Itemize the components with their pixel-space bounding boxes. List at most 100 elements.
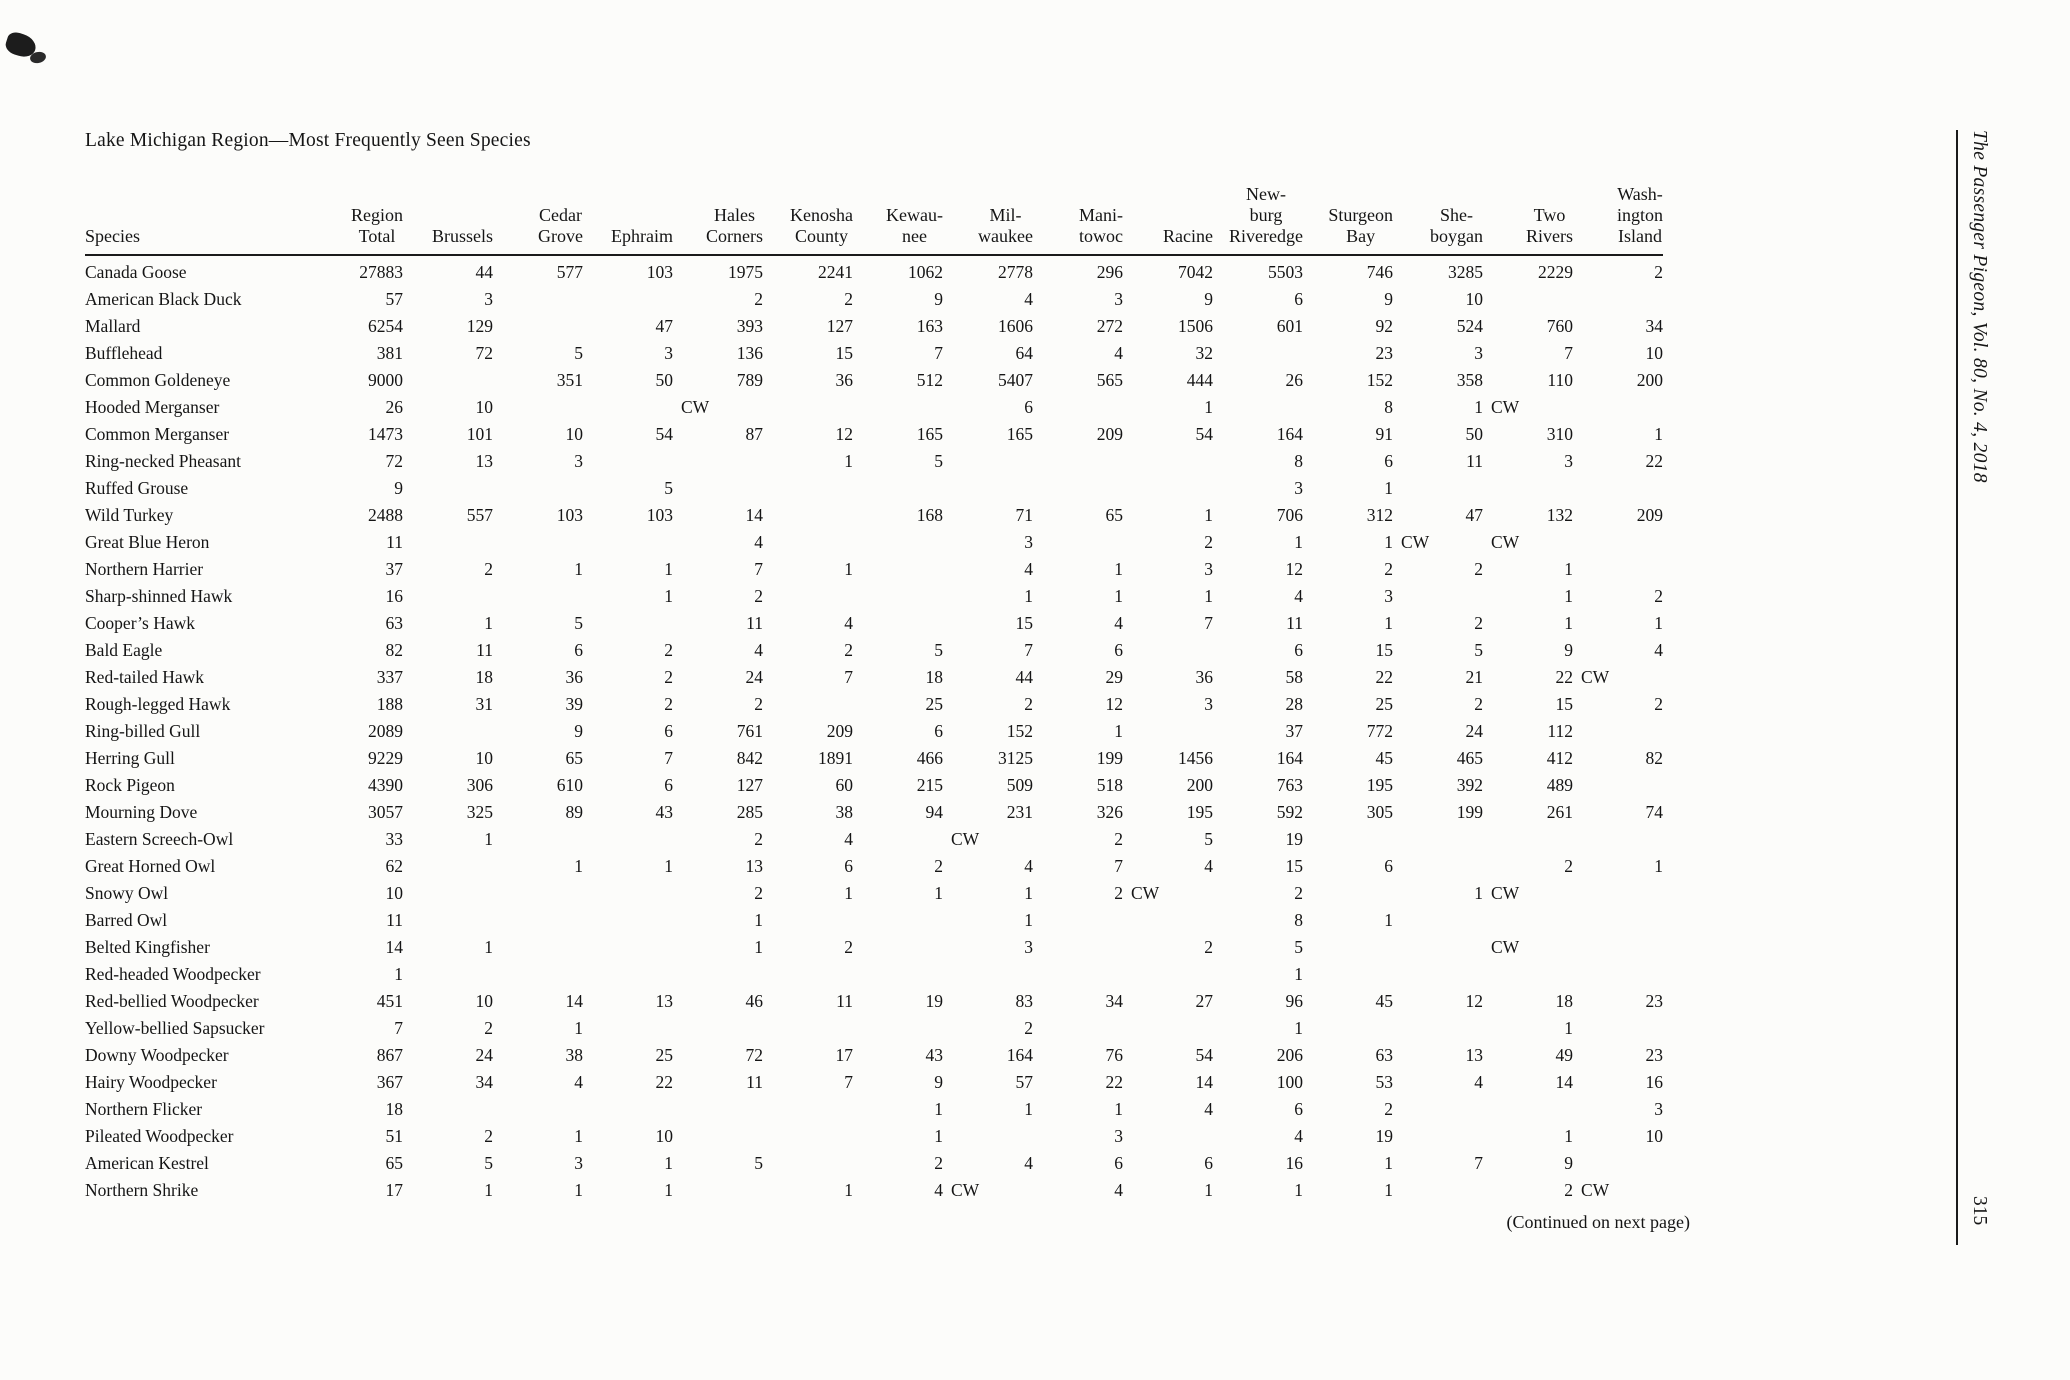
count-cell: 18: [475, 666, 494, 687]
species-name: Red-headed Woodpecker: [85, 963, 261, 984]
count-cell: 7: [754, 558, 763, 579]
count-cell: 231: [1006, 801, 1033, 822]
count-cell: 6: [1024, 396, 1033, 417]
count-cell: 12: [1285, 558, 1304, 579]
count-cell: [493, 960, 583, 987]
count-cell: 9: [1564, 1152, 1573, 1173]
count-cell: 1: [1294, 531, 1303, 552]
count-cell: [1393, 933, 1483, 960]
count-cell: 7: [394, 1017, 403, 1038]
count-cell: 103: [646, 504, 673, 525]
count-cell: 4: [1114, 612, 1123, 633]
table-row: Ring-necked Pheasant 72 13 3 1 5 8 6 11 3 22: [85, 447, 1663, 474]
table-row: Red-tailed Hawk 337 18 36 2 24 7 18 44 29 36 58 22 21…: [85, 663, 1663, 690]
count-cell: 22: [1645, 450, 1664, 471]
count-cell: [853, 825, 943, 852]
count-cell: [763, 474, 853, 501]
count-week-cell: CW: [1491, 396, 1520, 417]
count-cell: 165: [916, 423, 943, 444]
count-cell: 6: [1114, 639, 1123, 660]
count-cell: 103: [556, 504, 583, 525]
column-header: Mil- waukee: [943, 158, 1033, 256]
table-row: Cooper’s Hawk 63 1 5 11 4 15 4 7 11 1 2 1 1: [85, 609, 1663, 636]
count-cell: 2241: [818, 262, 853, 282]
count-cell: 206: [1276, 1044, 1303, 1065]
count-cell: 2: [1024, 693, 1033, 714]
count-cell: 31: [475, 693, 494, 714]
count-cell: 83: [1015, 990, 1034, 1011]
count-cell: 5503: [1268, 262, 1303, 282]
count-cell: 188: [376, 693, 403, 714]
column-header-label: Wash- ington Island: [1616, 184, 1663, 246]
count-cell: 10: [385, 882, 404, 903]
column-header: New- burg Riveredge: [1213, 158, 1303, 256]
count-cell: 152: [1006, 720, 1033, 741]
count-cell: [1483, 960, 1573, 987]
count-cell: 26: [385, 396, 404, 417]
count-cell: 43: [925, 1044, 944, 1065]
count-cell: 746: [1366, 262, 1393, 282]
count-cell: [583, 933, 673, 960]
count-cell: [853, 906, 943, 933]
count-cell: 24: [475, 1044, 494, 1065]
count-cell: [1033, 474, 1123, 501]
count-cell: 96: [1285, 990, 1304, 1011]
count-cell: [763, 582, 853, 609]
count-cell: 3: [1204, 693, 1213, 714]
count-cell: 4: [1654, 639, 1663, 660]
journal-title-sidebar: The Passenger Pigeon, Vol. 80, No. 4, 20…: [1969, 130, 1990, 483]
count-cell: 6: [664, 774, 673, 795]
count-cell: 4: [1024, 1152, 1033, 1173]
count-cell: 1506: [1178, 315, 1213, 336]
count-cell: 4: [1204, 1098, 1213, 1119]
count-cell: 2488: [368, 504, 403, 525]
count-cell: 195: [1186, 801, 1213, 822]
count-cell: 82: [385, 639, 404, 660]
count-cell: 24: [1465, 720, 1484, 741]
count-cell: 8: [1294, 909, 1303, 930]
count-cell: [673, 474, 763, 501]
count-cell: 2: [754, 882, 763, 903]
count-cell: [583, 960, 673, 987]
count-cell: 7: [664, 747, 673, 768]
count-cell: 10: [475, 747, 494, 768]
count-cell: 27883: [359, 262, 403, 282]
count-cell: 1: [1384, 612, 1393, 633]
count-cell: 17: [835, 1044, 854, 1065]
count-cell: 5: [1204, 828, 1213, 849]
count-cell: 326: [1096, 801, 1123, 822]
count-cell: 6: [1204, 1152, 1213, 1173]
count-cell: 9000: [368, 369, 403, 390]
count-cell: [1483, 474, 1573, 501]
column-header-label: Region Total: [351, 205, 403, 246]
count-cell: 2: [1564, 855, 1573, 876]
species-name: Belted Kingfisher: [85, 936, 210, 957]
count-cell: [1123, 474, 1213, 501]
count-cell: 15: [1015, 612, 1034, 633]
count-cell: 6: [1384, 450, 1393, 471]
species-name: Common Merganser: [85, 423, 230, 444]
column-header: She- boygan: [1393, 158, 1483, 256]
column-header-label: Ephraim: [611, 226, 673, 246]
count-cell: [853, 933, 943, 960]
count-cell: 2: [1024, 1017, 1033, 1038]
table-row: Sharp-shinned Hawk 16 1 2 1 1 1 4 3 1 2: [85, 582, 1663, 609]
count-cell: [673, 1122, 763, 1149]
species-name: Downy Woodpecker: [85, 1044, 229, 1065]
count-cell: 1: [574, 855, 583, 876]
count-cell: [493, 474, 583, 501]
count-cell: 63: [1375, 1044, 1394, 1065]
count-cell: 82: [1645, 747, 1664, 768]
count-cell: 285: [736, 801, 763, 822]
count-cell: 11: [836, 990, 853, 1011]
table-row: Mourning Dove 3057 325 89 43 285 38 94 231 326 195…: [85, 798, 1663, 825]
count-cell: 465: [1456, 747, 1483, 768]
count-cell: 2: [664, 639, 673, 660]
count-cell: [1393, 960, 1483, 987]
count-cell: 6: [1294, 1098, 1303, 1119]
count-week-cell: CW: [1131, 882, 1160, 903]
column-header: Two Rivers: [1483, 158, 1573, 256]
count-cell: [403, 1095, 493, 1122]
count-cell: 312: [1366, 504, 1393, 525]
count-cell: 6: [664, 720, 673, 741]
